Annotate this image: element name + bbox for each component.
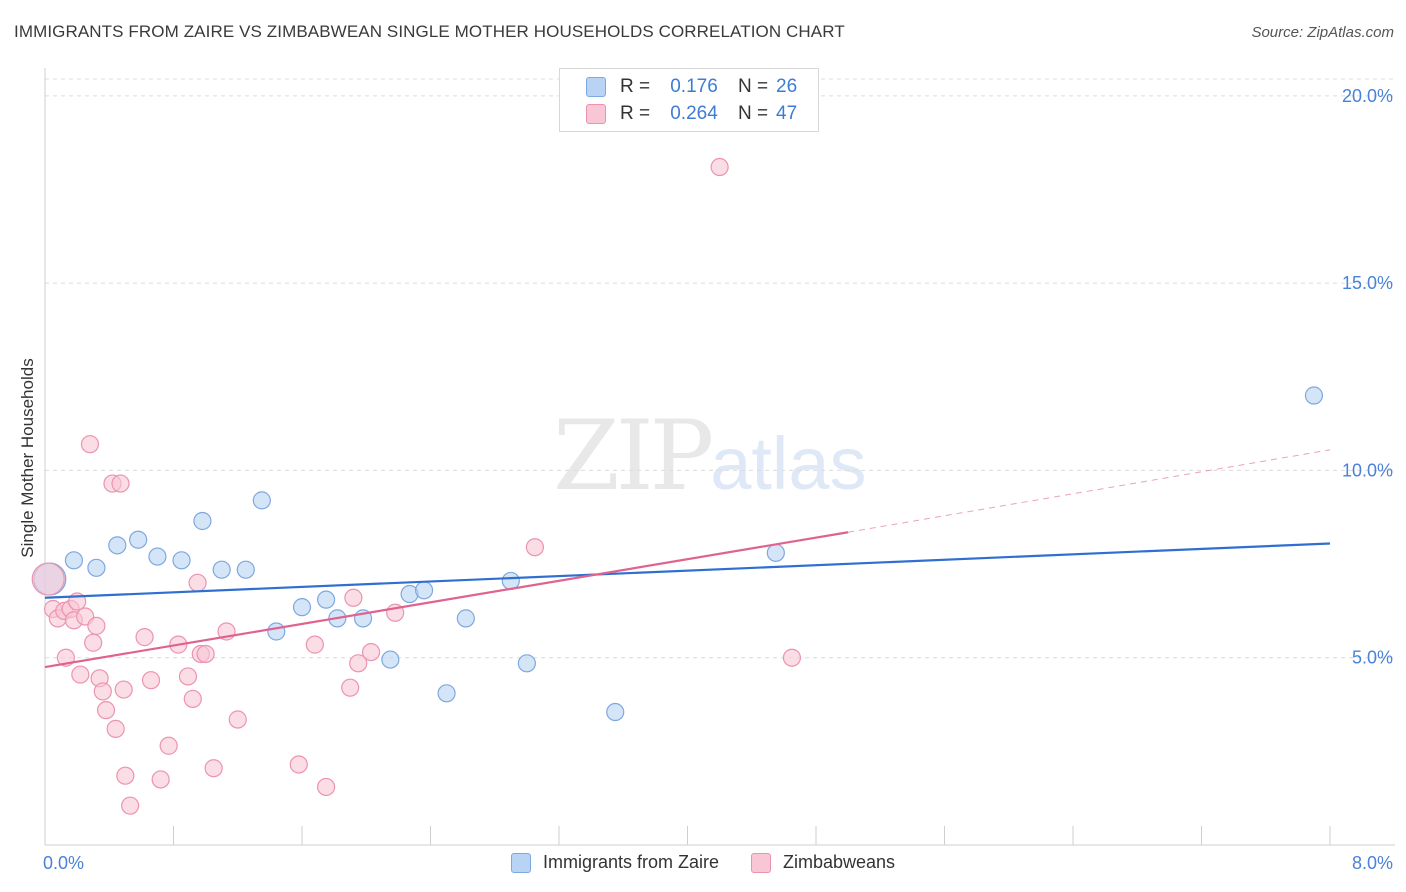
legend-r-value: 0.176	[670, 76, 718, 97]
zimbabwean-trend-line	[44, 531, 849, 669]
zimbabwean-data-point	[121, 796, 140, 815]
legend-r-label: R =	[620, 76, 651, 97]
zimbabwean-trend-extension	[848, 449, 1331, 533]
zaire-data-point	[212, 560, 231, 579]
zaire-data-point	[87, 558, 106, 577]
zimbabwean-data-point	[141, 671, 161, 690]
zaire-data-point	[606, 702, 625, 722]
zimbabwean-data-point	[135, 628, 154, 647]
zaire-data-point	[108, 536, 127, 555]
legend-swatch-zaire	[586, 77, 606, 97]
zaire-data-point	[252, 491, 271, 510]
zimbabwean-data-point	[96, 701, 116, 720]
chart-title: IMMIGRANTS FROM ZAIRE VS ZIMBABWEAN SING…	[14, 22, 845, 41]
series-legend: Immigrants from Zaire Zimbabweans	[0, 852, 1406, 873]
series-swatch-zimbabweans	[750, 852, 771, 873]
zimbabwean-data-point	[204, 759, 223, 778]
legend-swatch-zimbabweans	[586, 104, 606, 124]
zimbabwean-data-point	[525, 538, 545, 557]
zaire-data-point	[267, 622, 286, 641]
zaire-data-point	[193, 511, 212, 531]
legend-r-label: R =	[620, 103, 651, 124]
y-tick-label: 5.0%	[1352, 648, 1393, 668]
zaire-data-point	[172, 551, 191, 570]
zimbabwean-data-point	[178, 667, 198, 686]
zaire-trend-line	[44, 542, 1331, 599]
legend-row-zaire: R = 0.176 N = 26	[586, 75, 797, 99]
zimbabwean-data-point	[305, 635, 324, 654]
zaire-data-point	[129, 530, 148, 549]
y-tick-label: 15.0%	[1342, 273, 1393, 293]
legend-row-zimbabweans: R = 0.264 N = 47	[586, 102, 797, 126]
zimbabwean-data-point	[341, 678, 360, 697]
legend-n-value: 26	[776, 76, 798, 97]
zimbabwean-data-point	[188, 573, 207, 592]
watermark: ZIPatlas	[553, 400, 867, 512]
zimbabwean-data-point	[782, 648, 802, 667]
zaire-data-point	[437, 684, 456, 703]
series-swatch-zaire	[510, 852, 531, 873]
x-tick-label: 0.0%	[43, 853, 84, 873]
zimbabwean-data-point	[344, 588, 363, 607]
series-name-zaire: Immigrants from Zaire	[542, 852, 719, 872]
zaire-data-point	[316, 590, 336, 609]
legend-r-value: 0.264	[670, 103, 718, 124]
zaire-data-point	[1304, 386, 1324, 405]
zimbabwean-data-point	[84, 633, 103, 652]
zimbabwean-data-point	[31, 562, 65, 596]
watermark-zip: ZIP	[553, 400, 714, 512]
zimbabwean-data-point	[87, 616, 106, 635]
zaire-data-point	[456, 609, 475, 628]
y-tick-label: 20.0%	[1342, 86, 1393, 106]
y-tick-label: 10.0%	[1342, 460, 1393, 480]
zaire-data-point	[148, 547, 167, 566]
zimbabwean-data-point	[196, 644, 215, 664]
zaire-data-point	[766, 543, 785, 562]
legend-n-value: 47	[776, 103, 798, 124]
series-legend-zimbabweans[interactable]: Zimbabweans	[750, 852, 896, 873]
zimbabwean-data-point	[349, 654, 368, 673]
zaire-data-point	[292, 598, 312, 617]
zimbabwean-data-point	[151, 770, 170, 789]
correlation-legend: R = 0.176 N = 26 R = 0.264 N = 47	[559, 68, 819, 132]
zimbabwean-data-point	[316, 777, 336, 797]
zaire-data-point	[414, 581, 434, 600]
series-name-zimbabweans: Zimbabweans	[782, 852, 896, 872]
zimbabwean-data-point	[183, 689, 202, 709]
zimbabwean-data-point	[111, 474, 130, 493]
zimbabwean-data-point	[289, 755, 308, 774]
legend-n-label: N =	[738, 76, 769, 97]
zaire-data-point	[64, 551, 84, 570]
zaire-data-point	[236, 560, 255, 579]
source-credit: Source: ZipAtlas.com	[1251, 24, 1394, 41]
zimbabwean-data-point	[361, 642, 381, 662]
zimbabwean-data-point	[71, 665, 90, 684]
series-legend-zaire[interactable]: Immigrants from Zaire	[510, 852, 719, 873]
zimbabwean-data-point	[710, 157, 729, 177]
legend-n-label: N =	[738, 103, 769, 124]
zaire-data-point	[517, 654, 536, 673]
zimbabwean-data-point	[80, 435, 100, 454]
zaire-data-point	[381, 650, 400, 669]
zimbabwean-data-point	[106, 719, 125, 738]
x-tick-label: 8.0%	[1352, 853, 1393, 873]
zimbabwean-data-point	[93, 682, 112, 701]
watermark-atlas: atlas	[710, 422, 867, 505]
zimbabwean-data-point	[228, 710, 247, 729]
zimbabwean-data-point	[116, 766, 135, 785]
zimbabwean-data-point	[159, 736, 178, 755]
zimbabwean-data-point	[114, 680, 133, 699]
